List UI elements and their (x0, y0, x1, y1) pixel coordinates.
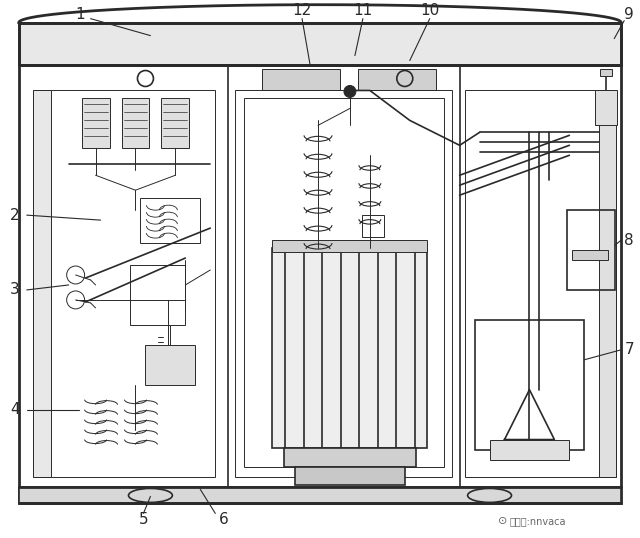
Bar (599, 90, 616, 477)
Bar (19, 65, 621, 504)
Text: 5: 5 (139, 512, 148, 527)
Text: 12: 12 (292, 3, 312, 18)
Bar (145, 345, 195, 385)
Circle shape (344, 86, 356, 97)
Bar (131, 265, 186, 325)
Bar (33, 90, 51, 477)
Bar (19, 487, 621, 504)
Bar (475, 320, 584, 450)
Text: 11: 11 (353, 3, 372, 18)
Bar (465, 90, 616, 477)
Text: 9: 9 (625, 7, 634, 22)
Bar (567, 210, 615, 290)
Bar (244, 98, 444, 468)
Bar (284, 448, 416, 468)
Text: 8: 8 (625, 232, 634, 247)
Bar (19, 23, 621, 65)
Text: ⊙: ⊙ (497, 516, 507, 526)
Bar (295, 468, 404, 485)
Text: 7: 7 (625, 342, 634, 357)
Text: 10: 10 (420, 3, 439, 18)
Bar (122, 98, 150, 148)
Bar (272, 248, 427, 448)
Bar (572, 250, 608, 260)
Bar (82, 98, 109, 148)
Bar (600, 68, 612, 76)
Text: 3: 3 (10, 282, 20, 298)
Bar (358, 68, 436, 90)
Bar (272, 240, 427, 252)
Text: 1: 1 (76, 7, 85, 22)
Bar (33, 90, 215, 477)
Bar (595, 90, 617, 125)
Bar (161, 98, 189, 148)
Bar (140, 198, 200, 243)
Bar (362, 215, 384, 237)
Bar (262, 68, 340, 90)
Text: 6: 6 (218, 512, 228, 527)
Text: 微信号:nnvaca: 微信号:nnvaca (509, 516, 566, 526)
Text: 2: 2 (10, 208, 20, 223)
Bar (236, 90, 452, 477)
Text: 4: 4 (10, 402, 20, 417)
Bar (490, 440, 570, 459)
